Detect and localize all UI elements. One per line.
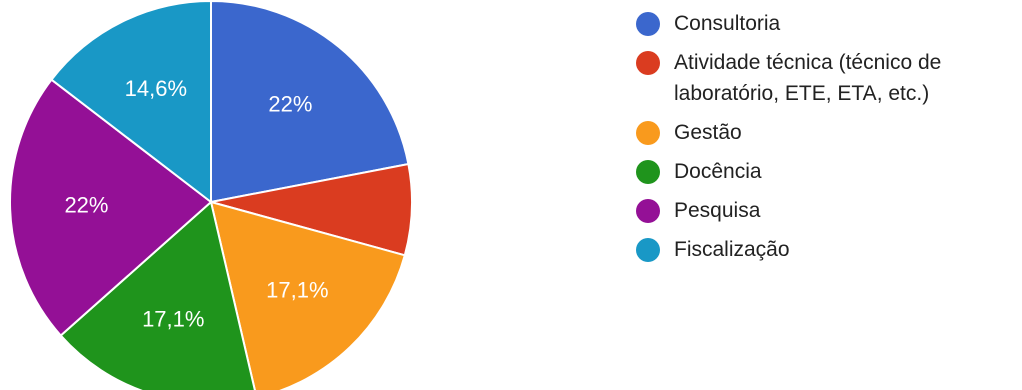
- legend-item-2[interactable]: Gestão: [636, 117, 1020, 148]
- legend-item-5[interactable]: Fiscalização: [636, 234, 1020, 265]
- legend-swatch-icon: [636, 121, 660, 145]
- legend-label: Consultoria: [674, 12, 781, 35]
- legend: Consultoria Atividade técnica (técnico de…: [636, 8, 1020, 273]
- legend-swatch-icon: [636, 12, 660, 36]
- legend-label: Gestão: [674, 121, 742, 144]
- legend-label: Fiscalização: [674, 238, 790, 261]
- pie-slice-5[interactable]: [50, 0, 212, 205]
- slice-label-3: 17,1%: [142, 307, 204, 332]
- legend-item-1[interactable]: Atividade técnica (técnico de laboratóri…: [636, 47, 1020, 109]
- legend-swatch-icon: [636, 238, 660, 262]
- slice-label-0: 22%: [268, 92, 312, 117]
- legend-swatch-icon: [636, 160, 660, 184]
- pie-slice-0[interactable]: [210, 0, 410, 204]
- legend-item-0[interactable]: Consultoria: [636, 8, 1020, 39]
- legend-label: Docência: [674, 160, 762, 183]
- legend-label: Atividade técnica (técnico de laboratóri…: [674, 51, 942, 105]
- slice-label-4: 22%: [64, 192, 108, 217]
- slice-label-5: 14,6%: [125, 76, 187, 101]
- slice-label-2: 17,1%: [266, 278, 328, 303]
- legend-item-3[interactable]: Docência: [636, 156, 1020, 187]
- legend-swatch-icon: [636, 199, 660, 223]
- legend-label: Pesquisa: [674, 199, 761, 222]
- legend-item-4[interactable]: Pesquisa: [636, 195, 1020, 226]
- pie-slice-2[interactable]: [209, 200, 407, 390]
- pie-chart: 22% 17,1% 17,1% 22% 14,6%: [9, 0, 413, 390]
- pie-slice-3[interactable]: [59, 200, 257, 390]
- legend-swatch-icon: [636, 51, 660, 75]
- pie-slice-4[interactable]: [9, 78, 213, 337]
